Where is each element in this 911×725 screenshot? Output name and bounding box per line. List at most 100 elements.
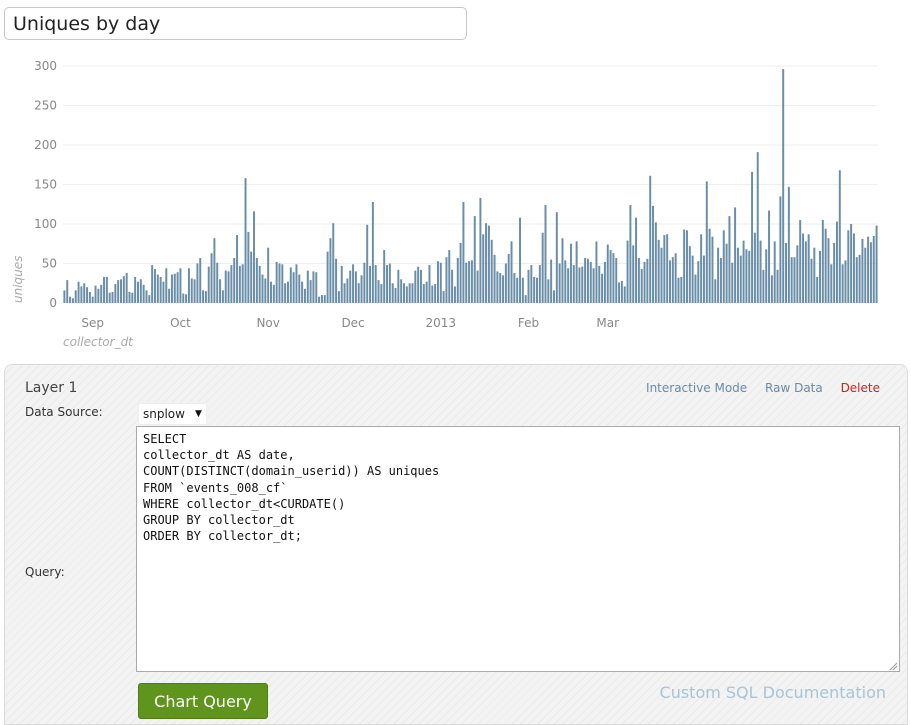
bar — [236, 235, 239, 303]
bar — [555, 212, 558, 303]
bar — [213, 238, 216, 303]
delete-link[interactable]: Delete — [840, 381, 880, 395]
bar — [388, 263, 391, 303]
bar — [564, 260, 567, 303]
bar — [335, 258, 338, 303]
bar — [289, 267, 292, 303]
bar — [417, 266, 420, 303]
y-tick-label: 150 — [34, 178, 57, 192]
y-tick-label: 250 — [34, 99, 57, 113]
bar — [323, 295, 326, 303]
bar — [589, 261, 592, 303]
bar — [519, 217, 522, 303]
bar — [796, 245, 799, 303]
chart-bars — [63, 69, 878, 303]
bar — [170, 274, 173, 303]
bar — [493, 254, 496, 303]
bar — [258, 265, 261, 303]
bar — [841, 264, 844, 303]
interactive-mode-link[interactable]: Interactive Mode — [646, 381, 748, 395]
bar — [190, 278, 193, 303]
bar — [230, 265, 233, 303]
bar — [739, 255, 742, 303]
bar — [858, 254, 861, 303]
chart-title-input[interactable] — [4, 7, 467, 40]
chart-gridlines — [63, 65, 878, 304]
y-tick-label: 200 — [34, 138, 57, 152]
bar — [632, 245, 635, 303]
y-tick-label: 100 — [34, 217, 57, 231]
bar — [654, 222, 657, 303]
bar — [71, 298, 74, 303]
bar — [159, 276, 162, 303]
custom-sql-documentation-link[interactable]: Custom SQL Documentation — [659, 683, 886, 702]
layer-title: Layer 1 — [25, 380, 78, 396]
bar — [748, 250, 751, 303]
bar — [117, 280, 120, 303]
data-source-select[interactable]: snplow ▼ — [138, 403, 207, 425]
bar — [620, 280, 623, 303]
y-tick-label: 0 — [49, 296, 57, 310]
bar — [468, 261, 471, 303]
bar — [584, 257, 587, 303]
bar — [728, 216, 731, 303]
bar — [422, 284, 425, 303]
bar — [558, 263, 561, 303]
bar — [97, 288, 100, 303]
resize-handle-icon[interactable] — [889, 662, 898, 671]
bar — [436, 261, 439, 303]
bar — [640, 269, 643, 303]
bar — [833, 242, 836, 303]
bar — [306, 270, 309, 303]
bar — [751, 171, 754, 303]
query-textarea[interactable]: SELECT collector_dt AS date, COUNT(DISTI… — [136, 426, 900, 672]
data-source-label: Data Source: — [25, 405, 103, 419]
bar — [142, 284, 145, 303]
bar — [247, 231, 250, 303]
bar — [586, 258, 589, 303]
bar — [459, 242, 462, 303]
bar — [301, 281, 304, 303]
bar — [804, 241, 807, 303]
raw-data-link[interactable]: Raw Data — [765, 381, 823, 395]
uniques-bar-chart: 0 50 100 150 200 250 300 Sep Oct Nov Dec 2013 Feb Ma… — [0, 52, 911, 352]
bar — [162, 281, 165, 303]
bar — [504, 263, 507, 303]
y-tick-label: 300 — [34, 59, 57, 73]
bar — [219, 279, 222, 303]
bar — [88, 291, 91, 303]
bar — [663, 235, 666, 303]
bar — [366, 224, 369, 303]
bar — [714, 279, 717, 303]
x-tick-label: Oct — [170, 316, 191, 330]
bar — [765, 249, 768, 303]
bar — [844, 260, 847, 303]
bar — [74, 290, 77, 303]
bar — [202, 290, 205, 303]
bar — [193, 279, 196, 303]
bar — [414, 270, 417, 303]
bar — [685, 230, 688, 303]
bar — [156, 274, 159, 303]
bar — [470, 260, 473, 303]
bar — [394, 287, 397, 303]
bar — [419, 269, 422, 303]
bar — [643, 261, 646, 303]
chart-query-button[interactable]: Chart Query — [138, 683, 268, 719]
bar — [267, 247, 270, 303]
bar — [510, 241, 513, 303]
bar — [652, 205, 655, 303]
x-axis-label: collector_dt — [63, 335, 134, 349]
bar — [196, 263, 199, 303]
bar — [405, 286, 408, 303]
bar — [785, 242, 788, 303]
y-axis-ticks: 0 50 100 150 200 250 300 — [34, 59, 57, 310]
bar — [666, 234, 669, 303]
bar — [224, 270, 227, 303]
query-label: Query: — [25, 565, 65, 579]
bar — [606, 244, 609, 303]
bar — [151, 265, 154, 303]
bar — [383, 250, 386, 303]
bar — [462, 201, 465, 303]
bar — [227, 271, 230, 303]
